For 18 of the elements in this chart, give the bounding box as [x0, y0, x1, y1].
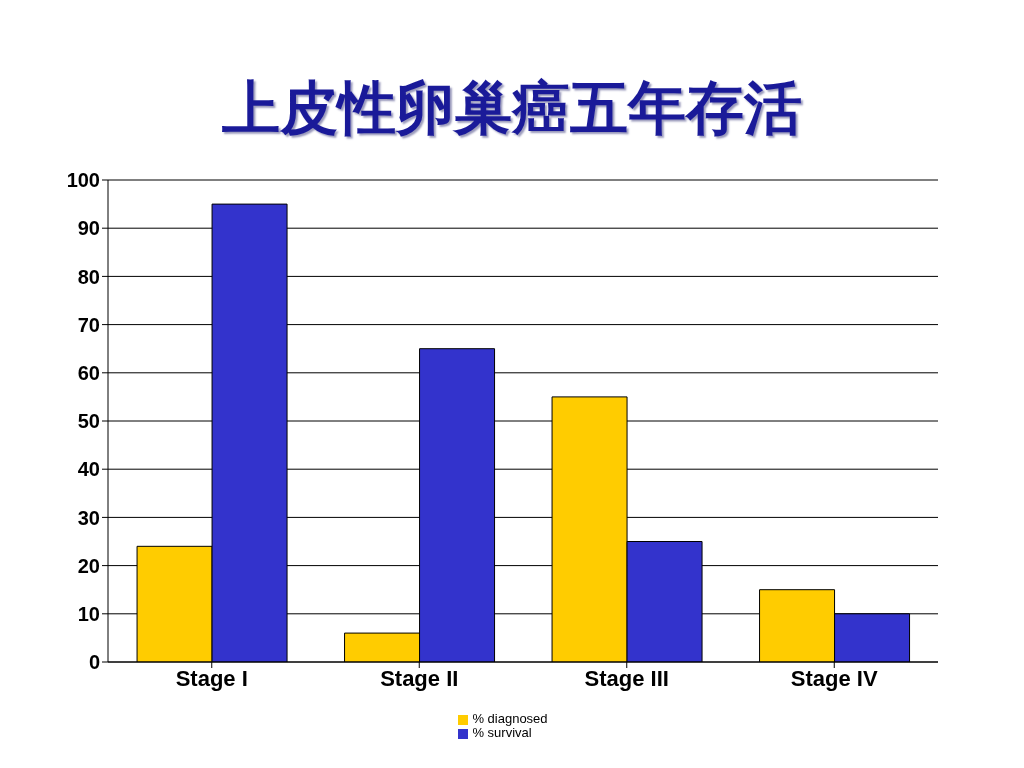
y-tick-label: 100: [66, 169, 100, 192]
x-tick-label: Stage I: [175, 665, 248, 691]
legend-label: % survival: [472, 725, 532, 740]
x-tick-label: Stage IV: [790, 665, 878, 691]
x-tick-label: Stage III: [584, 665, 669, 691]
y-tick-label: 40: [77, 458, 100, 481]
chart-title: 上皮性卵巢癌五年存活: [221, 73, 803, 144]
y-tick-label: 0: [88, 651, 100, 674]
x-tick-label: Stage II: [380, 665, 459, 691]
y-tick-label: 50: [77, 410, 100, 433]
y-tick-label: 20: [77, 554, 100, 577]
y-tick-label: 90: [77, 217, 100, 240]
legend-label: % diagnosed: [472, 711, 548, 726]
y-tick-label: 70: [77, 313, 100, 336]
y-tick-label: 10: [77, 602, 100, 625]
y-tick-label: 30: [77, 506, 100, 529]
y-tick-label: 60: [77, 361, 100, 384]
y-tick-label: 80: [77, 265, 100, 288]
